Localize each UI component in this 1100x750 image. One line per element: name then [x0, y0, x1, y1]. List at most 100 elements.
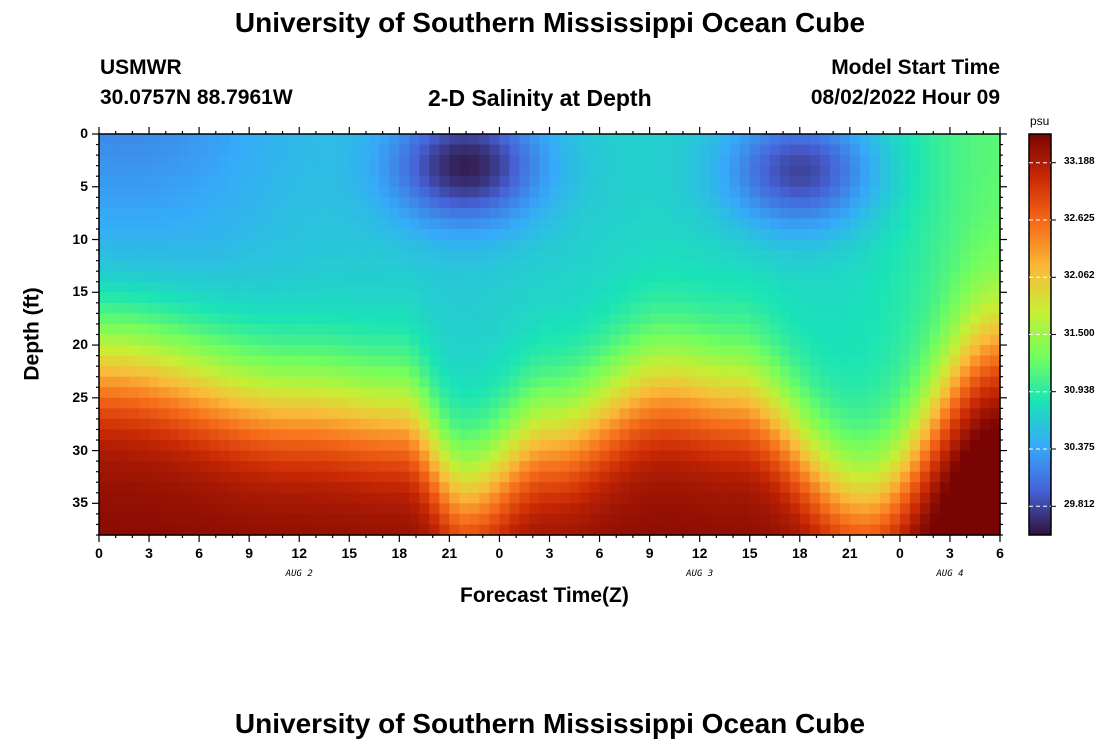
heatmap-cell — [799, 144, 811, 156]
heatmap-cell — [699, 366, 711, 378]
heatmap-cell — [509, 524, 521, 536]
heatmap-cell — [809, 482, 821, 494]
heatmap-cell — [439, 134, 450, 146]
heatmap-cell — [769, 281, 781, 293]
heatmap-cell — [299, 387, 310, 399]
heatmap-cell — [289, 503, 300, 515]
heatmap-cell — [919, 155, 931, 167]
heatmap-cell — [809, 397, 821, 409]
heatmap-cell — [619, 292, 631, 304]
heatmap-cell — [929, 492, 941, 504]
heatmap-cell — [209, 471, 220, 483]
heatmap-cell — [629, 250, 641, 262]
heatmap-cell — [869, 408, 881, 420]
heatmap-cell — [809, 387, 821, 399]
heatmap-cell — [939, 450, 951, 462]
heatmap-cell — [949, 397, 961, 409]
heatmap-cell — [369, 323, 380, 336]
heatmap-cell — [599, 387, 611, 399]
heatmap-cell — [239, 302, 250, 314]
heatmap-cell — [289, 260, 300, 272]
heatmap-cell — [669, 250, 681, 262]
heatmap-cell — [769, 440, 781, 452]
heatmap-cell — [899, 260, 911, 272]
heatmap-cell — [829, 471, 841, 483]
heatmap-cell — [599, 450, 611, 462]
heatmap-cell — [229, 345, 240, 357]
heatmap-cell — [819, 471, 831, 483]
heatmap-cell — [739, 134, 751, 146]
heatmap-cell — [909, 503, 921, 515]
heatmap-cell — [829, 461, 841, 473]
heatmap-cell — [449, 461, 460, 473]
heatmap-cell — [969, 355, 981, 367]
heatmap-cell — [409, 186, 420, 198]
heatmap-cell — [309, 513, 320, 526]
heatmap-cell — [129, 461, 140, 473]
heatmap-cell — [819, 239, 831, 251]
heatmap-cell — [399, 228, 410, 241]
heatmap-cell — [219, 471, 230, 483]
heatmap-cell — [499, 429, 511, 441]
heatmap-cell — [619, 176, 631, 188]
heatmap-cell — [429, 387, 440, 399]
heatmap-cell — [99, 197, 110, 209]
heatmap-cell — [239, 461, 250, 473]
heatmap-cell — [939, 250, 951, 262]
heatmap-cell — [489, 461, 501, 473]
heatmap-cell — [539, 492, 551, 504]
heatmap-cell — [139, 366, 150, 378]
heatmap-cell — [849, 450, 861, 462]
heatmap-cell — [609, 186, 621, 198]
heatmap-cell — [459, 218, 471, 230]
heatmap-cell — [489, 134, 501, 146]
heatmap-cell — [149, 366, 160, 378]
heatmap-cell — [619, 355, 631, 367]
heatmap-cell — [379, 376, 390, 388]
heatmap-cell — [129, 482, 140, 494]
heatmap-cell — [99, 429, 110, 441]
heatmap-cell — [799, 387, 811, 399]
heatmap-cell — [499, 461, 511, 473]
heatmap-cell — [979, 397, 991, 409]
heatmap-cell — [669, 461, 681, 473]
heatmap-cell — [269, 218, 280, 230]
heatmap-cell — [319, 155, 330, 167]
heatmap-cell — [219, 186, 230, 198]
heatmap-cell — [549, 334, 561, 346]
heatmap-cell — [469, 323, 481, 336]
heatmap-cell — [159, 323, 170, 336]
heatmap-cell — [399, 376, 410, 388]
heatmap-cell — [979, 165, 991, 177]
heatmap-cell — [699, 281, 711, 293]
heatmap-cell — [989, 250, 1001, 262]
heatmap-cell — [179, 250, 190, 262]
heatmap-cell — [909, 366, 921, 378]
heatmap-cell — [909, 408, 921, 420]
heatmap-cell — [819, 482, 831, 494]
heatmap-cell — [389, 387, 400, 399]
heatmap-cell — [839, 524, 851, 536]
heatmap-cell — [459, 355, 471, 367]
heatmap-cell — [539, 165, 551, 177]
heatmap-cell — [919, 355, 931, 367]
heatmap-cell — [339, 302, 350, 314]
heatmap-cell — [519, 323, 531, 336]
heatmap-cell — [669, 197, 681, 209]
heatmap-cell — [969, 218, 981, 230]
heatmap-cell — [859, 260, 871, 272]
heatmap-cell — [749, 408, 761, 420]
heatmap-cell — [219, 176, 230, 188]
heatmap-cell — [529, 440, 541, 452]
heatmap-cell — [949, 408, 961, 420]
heatmap-cell — [669, 271, 681, 283]
heatmap-cell — [439, 186, 450, 198]
heatmap-cell — [489, 471, 501, 483]
heatmap-cell — [289, 239, 300, 251]
heatmap-cell — [959, 387, 971, 399]
heatmap-cell — [729, 440, 741, 452]
heatmap-cell — [459, 271, 471, 283]
heatmap-cell — [789, 334, 801, 346]
heatmap-cell — [859, 207, 871, 220]
heatmap-cell — [459, 471, 471, 483]
